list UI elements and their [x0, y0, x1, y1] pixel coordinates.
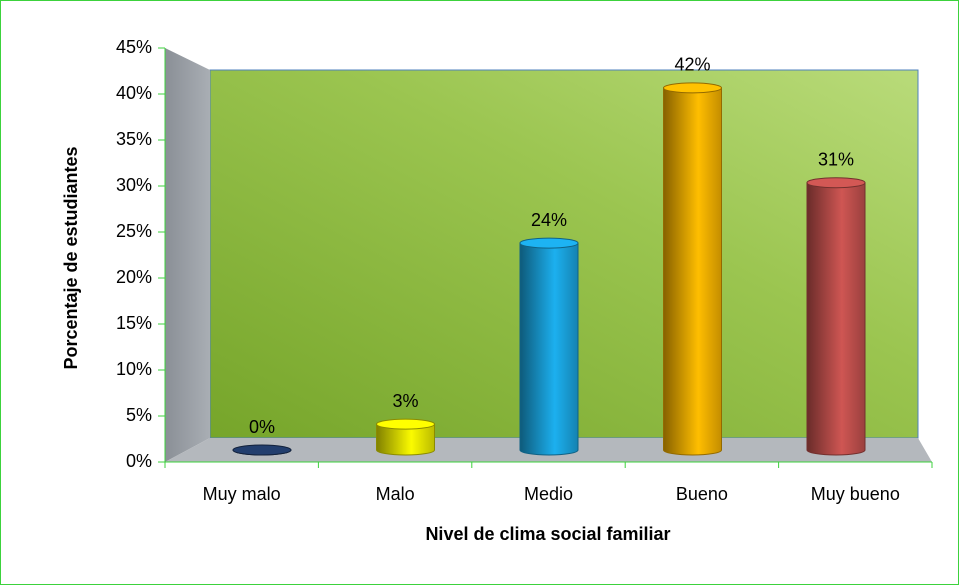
- y-tick-label: 15%: [116, 313, 152, 333]
- data-label: 0%: [249, 417, 275, 437]
- y-tick-label: 40%: [116, 83, 152, 103]
- y-tick-label: 20%: [116, 267, 152, 287]
- bar: [519, 237, 579, 456]
- bar-top: [232, 444, 292, 456]
- bar: [376, 418, 435, 456]
- y-axis-title: Porcentaje de estudiantes: [61, 146, 81, 369]
- y-tick-label: 0%: [126, 451, 152, 471]
- bar-top: [519, 237, 579, 249]
- bar-body: [806, 182, 866, 456]
- bar-body: [663, 87, 722, 456]
- y-tick-label: 35%: [116, 129, 152, 149]
- y-tick-label: 5%: [126, 405, 152, 425]
- x-tick-label: Malo: [376, 484, 415, 504]
- y-tick-label: 30%: [116, 175, 152, 195]
- x-tick-label: Muy malo: [203, 484, 281, 504]
- x-tick-label: Medio: [524, 484, 573, 504]
- bar: [806, 177, 866, 456]
- data-label: 42%: [674, 55, 710, 75]
- bar-top: [376, 418, 435, 430]
- x-tick-label: Bueno: [676, 484, 728, 504]
- x-axis-title: Nivel de clima social familiar: [425, 524, 670, 544]
- y-tick-label: 25%: [116, 221, 152, 241]
- data-label: 3%: [392, 391, 418, 411]
- x-tick-label: Muy bueno: [811, 484, 900, 504]
- side-wall: [165, 48, 210, 462]
- data-label: 24%: [531, 210, 567, 230]
- data-label: 31%: [818, 149, 854, 169]
- bar: [232, 444, 292, 456]
- y-tick-label: 10%: [116, 359, 152, 379]
- bar-top: [663, 82, 722, 94]
- bar-body: [519, 242, 579, 456]
- bar-top: [806, 177, 866, 189]
- y-tick-label: 45%: [116, 37, 152, 57]
- bar: [663, 82, 722, 456]
- bar-body: [376, 423, 435, 456]
